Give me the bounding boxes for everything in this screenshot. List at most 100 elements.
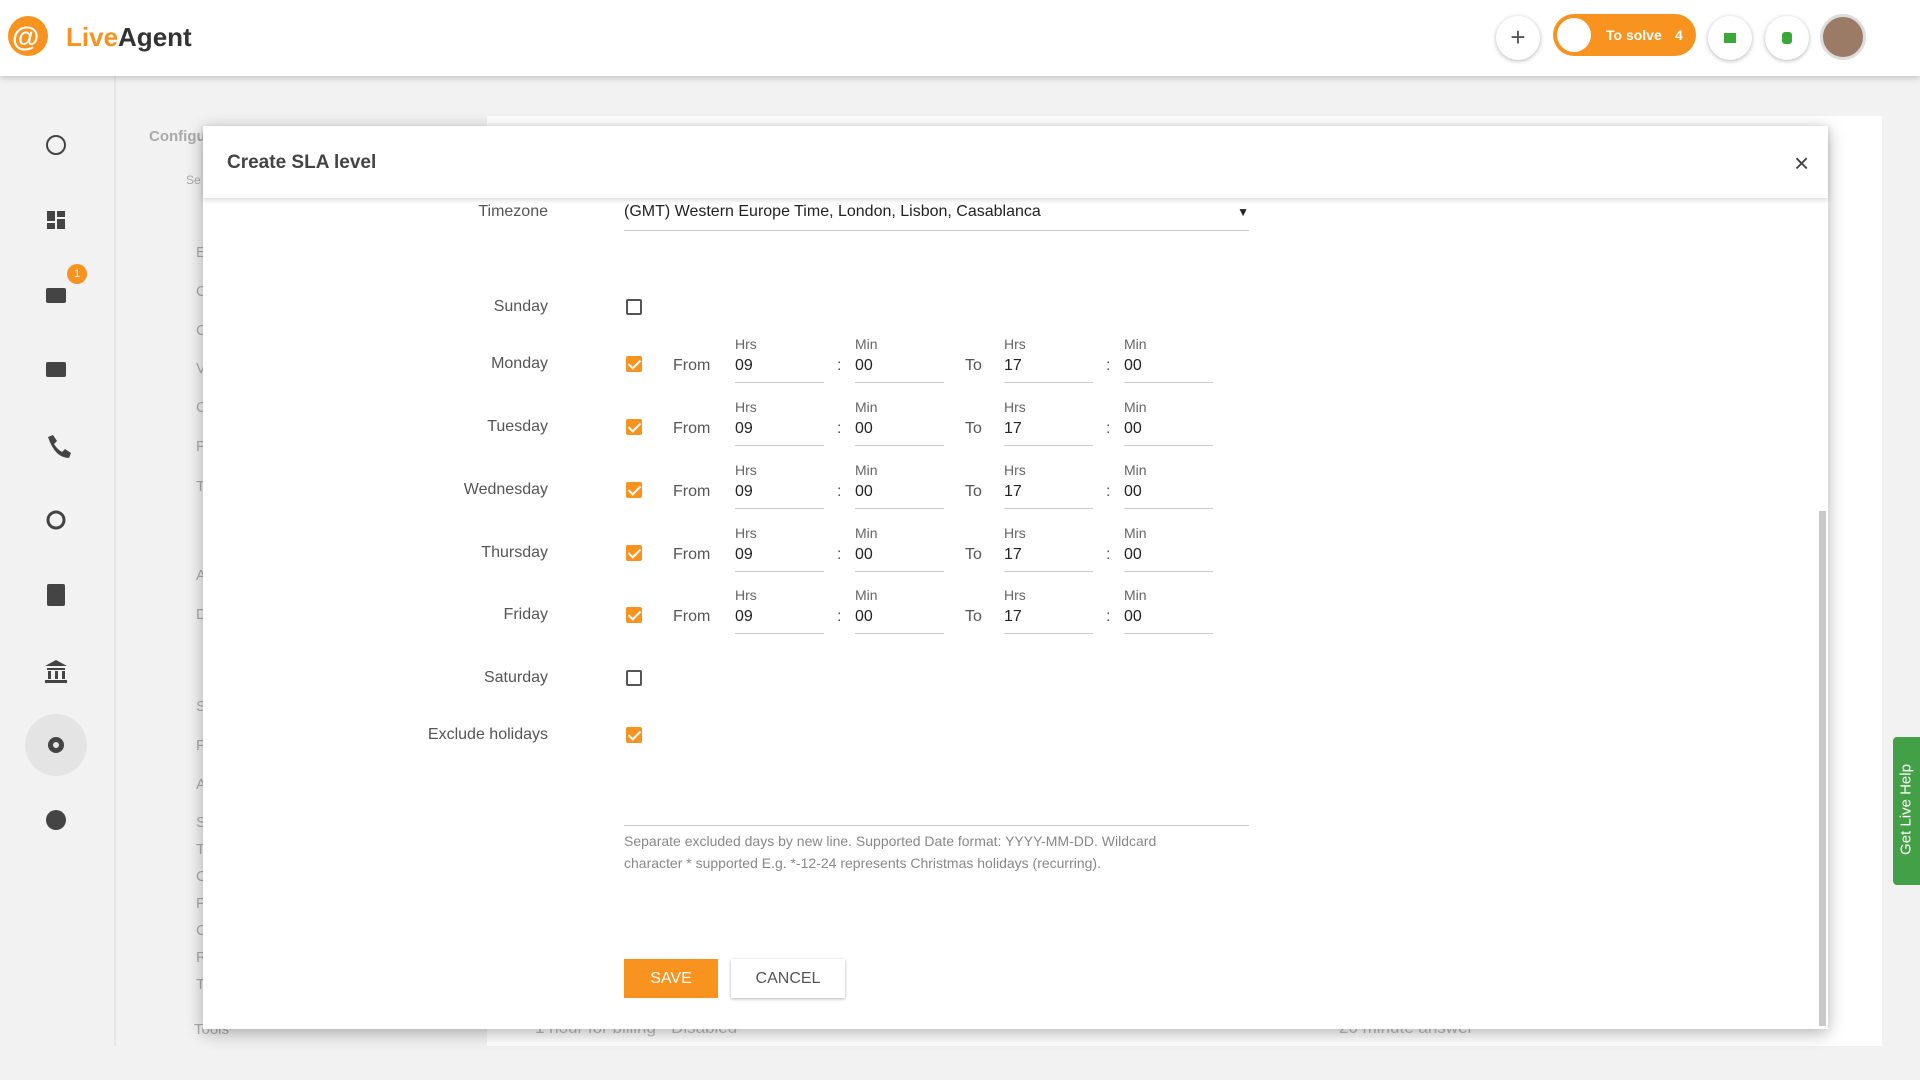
logo-live: Live xyxy=(66,22,119,52)
time-caption: Hrs xyxy=(735,587,757,603)
time-field[interactable]: 00 xyxy=(1124,420,1213,446)
holidays-input[interactable] xyxy=(624,825,1249,826)
nav-item[interactable]: C xyxy=(196,922,207,939)
time-caption: Min xyxy=(1124,525,1147,541)
timezone-label: Timezone xyxy=(478,203,548,220)
nav-item[interactable]: A xyxy=(196,776,207,793)
time-field[interactable]: 09 xyxy=(735,483,824,509)
to-solve-count: 4 xyxy=(1675,27,1683,43)
day-checkbox[interactable] xyxy=(626,670,642,686)
avatar[interactable] xyxy=(1820,14,1866,60)
time-caption: Hrs xyxy=(735,462,757,478)
time-field[interactable]: 00 xyxy=(1124,483,1213,509)
nav-item[interactable]: D xyxy=(196,606,207,623)
top-bar: @ LiveAgent + To solve 4 xyxy=(0,0,1920,76)
to-solve-button[interactable]: To solve 4 xyxy=(1553,14,1696,56)
nav-item[interactable]: P xyxy=(196,895,207,912)
scrollbar xyxy=(1819,511,1826,1026)
nav-item[interactable]: P xyxy=(196,737,207,754)
day-checkbox[interactable] xyxy=(626,482,642,498)
time-field[interactable]: 00 xyxy=(855,483,944,509)
time-field[interactable]: 09 xyxy=(735,608,824,634)
from-label: From xyxy=(673,546,711,563)
time-caption: Min xyxy=(1124,399,1147,415)
from-label: From xyxy=(673,483,711,500)
time-separator: : xyxy=(837,357,842,374)
time-field[interactable]: 17 xyxy=(1004,357,1093,383)
to-solve-label: To solve xyxy=(1606,27,1662,43)
time-caption: Min xyxy=(855,525,878,541)
day-label: Tuesday xyxy=(487,418,548,435)
to-label: To xyxy=(965,420,982,437)
add-button[interactable]: + xyxy=(1496,16,1540,60)
to-label: To xyxy=(965,546,982,563)
time-field[interactable]: 00 xyxy=(1124,357,1213,383)
time-field[interactable]: 09 xyxy=(735,357,824,383)
time-field[interactable]: 17 xyxy=(1004,420,1093,446)
to-label: To xyxy=(965,483,982,500)
nav-item[interactable]: T xyxy=(196,976,206,993)
nav-item[interactable]: C xyxy=(196,399,207,416)
time-field[interactable]: 17 xyxy=(1004,608,1093,634)
nav-item[interactable]: S xyxy=(196,698,207,715)
close-button[interactable]: × xyxy=(1794,148,1810,178)
nav-item[interactable]: T xyxy=(196,841,206,858)
cancel-button[interactable]: CANCEL xyxy=(731,959,845,998)
sla-dialog: Create SLA level × Timezone (GMT) Wester… xyxy=(203,126,1828,1029)
call-button[interactable] xyxy=(1765,16,1809,60)
time-caption: Hrs xyxy=(735,336,757,352)
time-separator: : xyxy=(837,483,842,500)
day-checkbox[interactable] xyxy=(626,299,642,315)
to-label: To xyxy=(965,608,982,625)
save-button[interactable]: SAVE xyxy=(624,959,718,998)
time-field[interactable]: 17 xyxy=(1004,483,1093,509)
time-caption: Min xyxy=(1124,587,1147,603)
chat-button[interactable] xyxy=(1708,16,1752,60)
nav-item[interactable]: A xyxy=(196,567,207,584)
to-label: To xyxy=(965,357,982,374)
time-field[interactable]: 00 xyxy=(1124,546,1213,572)
timezone-select[interactable]: (GMT) Western Europe Time, London, Lisbo… xyxy=(624,203,1249,231)
time-field[interactable]: 00 xyxy=(855,420,944,446)
time-caption: Hrs xyxy=(1004,399,1026,415)
help-tab-label: Get Live Help xyxy=(1897,764,1915,855)
svg-text:@: @ xyxy=(12,21,39,52)
time-field[interactable]: 00 xyxy=(855,608,944,634)
time-caption: Hrs xyxy=(1004,587,1026,603)
day-checkbox[interactable] xyxy=(626,419,642,435)
section-title: Configu xyxy=(149,128,206,145)
nav-item[interactable]: S xyxy=(196,814,207,831)
time-caption: Min xyxy=(855,336,878,352)
nav-item[interactable]: F xyxy=(196,438,206,455)
time-field[interactable]: 00 xyxy=(1124,608,1213,634)
timezone-value: (GMT) Western Europe Time, London, Lisbo… xyxy=(624,203,1041,220)
time-field[interactable]: 17 xyxy=(1004,546,1093,572)
nav-item[interactable]: V xyxy=(196,360,207,377)
day-checkbox[interactable] xyxy=(626,356,642,372)
help-tab[interactable]: Get Live Help xyxy=(1893,737,1920,885)
exclude-holidays-checkbox[interactable] xyxy=(626,727,642,743)
nav-item[interactable]: R xyxy=(196,949,207,966)
nav-item[interactable]: C xyxy=(196,322,207,339)
logo: LiveAgent xyxy=(66,22,192,53)
time-caption: Min xyxy=(1124,336,1147,352)
holidays-hint: Separate excluded days by new line. Supp… xyxy=(624,833,1157,871)
time-separator: : xyxy=(1106,420,1111,437)
time-field[interactable]: 00 xyxy=(855,357,944,383)
time-field[interactable]: 09 xyxy=(735,420,824,446)
time-separator: : xyxy=(837,420,842,437)
nav-item[interactable]: C xyxy=(196,283,207,300)
time-caption: Min xyxy=(1124,462,1147,478)
nav-item[interactable]: E xyxy=(196,244,207,261)
nav-item[interactable]: T xyxy=(196,478,206,495)
nav-item[interactable]: C xyxy=(196,868,207,885)
email-badge: 1 xyxy=(67,264,87,284)
from-label: From xyxy=(673,420,711,437)
sidebar: 1 xyxy=(0,76,116,1046)
day-label: Wednesday xyxy=(463,481,548,498)
time-field[interactable]: 09 xyxy=(735,546,824,572)
day-checkbox[interactable] xyxy=(626,545,642,561)
day-checkbox[interactable] xyxy=(626,607,642,623)
time-field[interactable]: 00 xyxy=(855,546,944,572)
